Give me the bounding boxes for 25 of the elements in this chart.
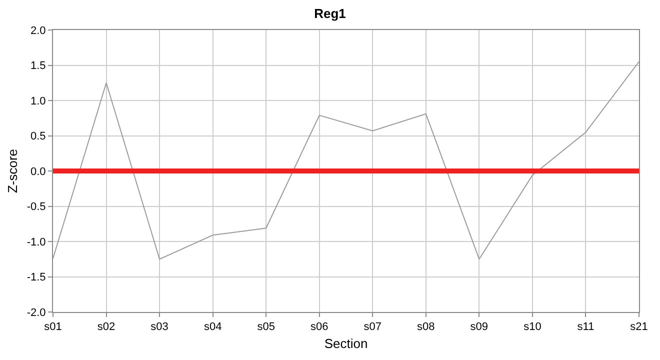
y-axis-title: Z-score — [4, 148, 20, 194]
x-tick-label: s21 — [630, 321, 648, 334]
x-tick-label: s08 — [417, 321, 435, 334]
x-tick-label: s01 — [44, 321, 62, 334]
chart-title: Reg1 — [314, 6, 346, 22]
x-tick-label: s09 — [470, 321, 488, 334]
x-tick-label: s06 — [310, 321, 328, 334]
y-tick-label: 0.5 — [30, 130, 46, 143]
y-tick-label: -0.5 — [26, 201, 46, 214]
y-tick-label: -1.5 — [26, 272, 46, 284]
y-tick-label: 0.0 — [30, 166, 46, 178]
y-tick-label: -2.0 — [26, 306, 46, 319]
y-tick-label: -1.0 — [26, 236, 46, 248]
x-tick-label: s05 — [257, 321, 275, 334]
x-tick-label: s11 — [577, 321, 594, 334]
y-tick-label: 1.0 — [30, 95, 46, 108]
x-tick-label: s04 — [204, 321, 222, 334]
x-tick-label: s03 — [150, 321, 168, 334]
x-tick-label: s02 — [97, 321, 116, 334]
x-tick-label: s07 — [364, 321, 382, 334]
x-axis-title: Section — [324, 336, 368, 351]
y-tick-label: 1.5 — [30, 60, 46, 72]
y-tick-label: 2.0 — [30, 24, 46, 37]
x-tick-label: s10 — [524, 321, 542, 334]
line-series — [53, 61, 639, 260]
